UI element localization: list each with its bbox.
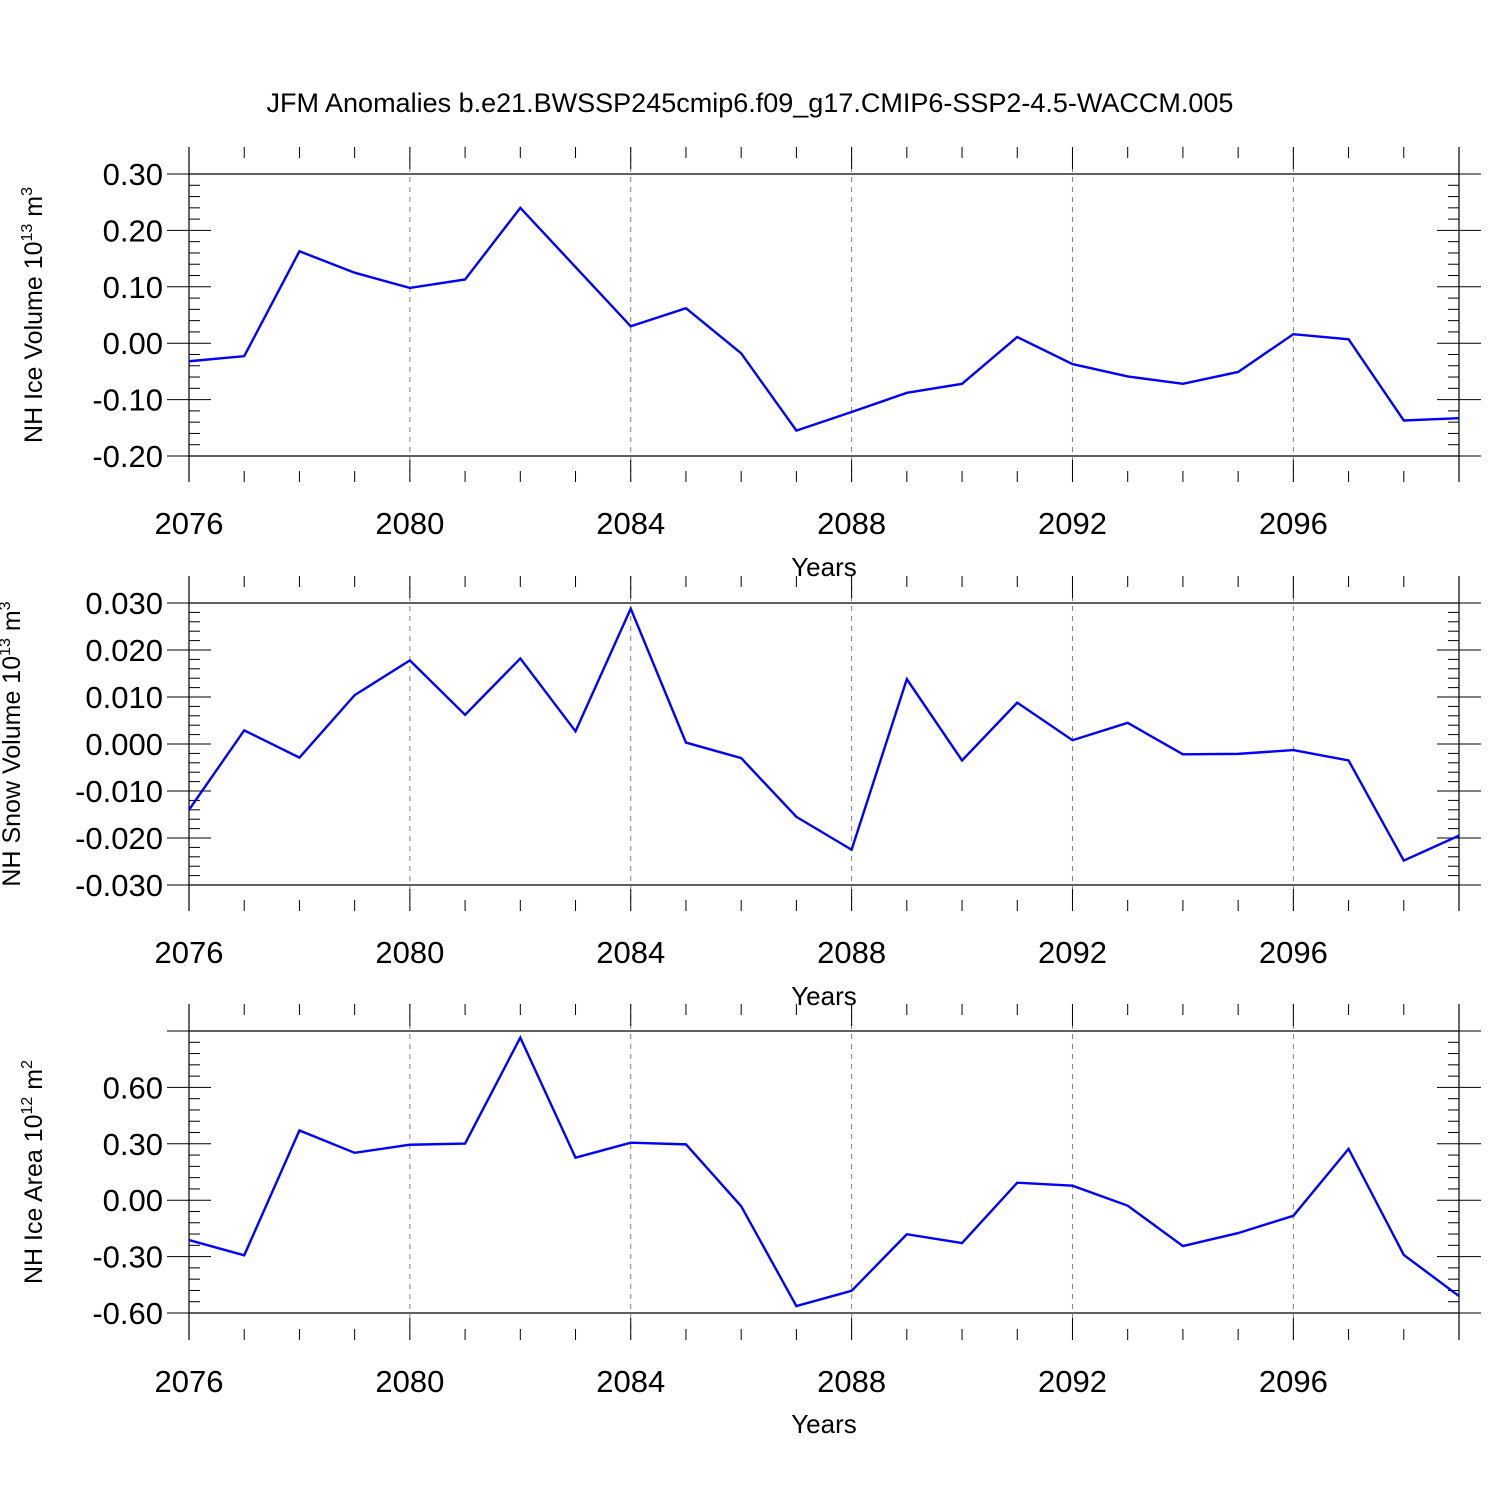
x-tick-label: 2088 [817,935,886,970]
series-line [188,1034,1460,1308]
y-tick-label: -0.010 [75,774,163,809]
y-axis-title: NH Ice Area 1012 m2 [19,1060,48,1284]
x-axis-title: Years [791,552,857,582]
y-tick-label: 0.30 [103,157,163,192]
x-axis-title: Years [791,1409,857,1439]
y-tick-label: -0.20 [92,439,163,474]
x-tick-label: 2092 [1038,935,1107,970]
y-tick-label: -0.60 [92,1296,163,1331]
x-tick-label: 2096 [1259,1364,1328,1399]
panel-nh-ice-area: -0.60 -0.30 0.00 0.30 0.60 2076 2080 2084 2088 20… [19,1004,1481,1439]
x-tick-label: 2076 [155,1364,224,1399]
x-tick-label: 2096 [1259,935,1328,970]
panel-nh-ice-volume: -0.20 -0.10 0.00 0.10 0.20 0.30 2076 2080 2084 20… [19,147,1481,582]
y-tick-label: -0.10 [92,383,163,418]
x-tick-label: 2084 [596,506,665,541]
series-line [188,605,1460,863]
y-tick-label: 0.000 [85,727,163,762]
x-tick-label: 2080 [375,506,444,541]
x-tick-label: 2088 [817,1364,886,1399]
x-tick-label: 2080 [375,1364,444,1399]
x-tick-label: 2080 [375,935,444,970]
panel-nh-snow-volume: -0.030 -0.020 -0.010 0.000 0.010 0.020 0.030 20… [0,576,1481,1011]
x-axis-title: Years [791,981,857,1011]
x-tick-label: 2092 [1038,506,1107,541]
y-tick-label: 0.10 [103,270,163,305]
chart-title: JFM Anomalies b.e21.BWSSP245cmip6.f09_g1… [267,88,1234,118]
series-line [188,205,1460,433]
y-axis-title: NH Snow Volume 1013 m3 [0,601,26,886]
y-tick-label: 0.60 [103,1070,163,1105]
y-axis-title: NH Ice Volume 1013 m3 [19,187,48,443]
y-tick-label: 0.00 [103,1183,163,1218]
x-tick-label: 2092 [1038,1364,1107,1399]
x-tick-label: 2076 [155,506,224,541]
x-tick-label: 2084 [596,935,665,970]
y-tick-label: 0.030 [85,586,163,621]
x-tick-label: 2084 [596,1364,665,1399]
y-tick-label: 0.020 [85,633,163,668]
y-tick-label: 0.010 [85,680,163,715]
y-tick-label: 0.20 [103,213,163,248]
y-tick-label: -0.030 [75,868,163,903]
y-tick-label: 0.30 [103,1127,163,1162]
y-tick-label: -0.020 [75,821,163,856]
x-tick-label: 2076 [155,935,224,970]
y-tick-label: 0.00 [103,326,163,361]
y-tick-label: -0.30 [92,1240,163,1275]
x-tick-label: 2096 [1259,506,1328,541]
x-tick-label: 2088 [817,506,886,541]
